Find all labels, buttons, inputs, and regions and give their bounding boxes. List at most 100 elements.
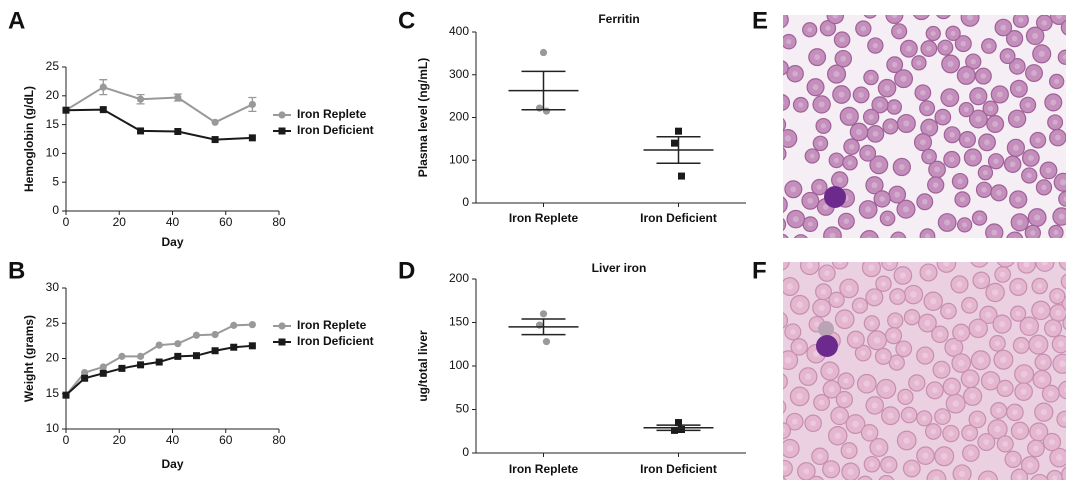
cell — [978, 133, 996, 152]
cell-center — [967, 375, 974, 382]
data-point — [248, 342, 256, 350]
cell — [812, 135, 829, 152]
cell — [925, 381, 944, 400]
cell-center — [864, 150, 871, 156]
cell-center — [868, 9, 873, 14]
cell-center — [872, 42, 879, 49]
cell-center — [930, 298, 937, 305]
cell — [790, 338, 808, 356]
cell-center — [1020, 388, 1027, 395]
cell-center — [1053, 229, 1059, 235]
cell-center — [894, 191, 901, 198]
cell-center — [926, 124, 933, 131]
cell — [969, 87, 988, 106]
cell — [960, 369, 980, 389]
cell-center — [869, 320, 875, 326]
cell — [875, 275, 892, 292]
cell — [961, 296, 978, 314]
cell — [860, 423, 879, 442]
cell — [863, 69, 879, 86]
cell — [808, 475, 825, 480]
cell — [1034, 353, 1052, 371]
cell-center — [1015, 85, 1022, 92]
cell — [784, 323, 802, 341]
cell-center — [784, 356, 792, 364]
cell — [877, 78, 897, 98]
cell — [783, 262, 790, 271]
cell — [783, 60, 789, 76]
cell-center — [1038, 50, 1045, 57]
cell-center — [783, 465, 788, 472]
y-tick-label: 10 — [46, 146, 60, 160]
cell-center — [863, 380, 871, 387]
cell — [874, 347, 892, 365]
cell-center — [937, 331, 943, 338]
cell-center — [930, 428, 937, 435]
cell — [797, 462, 816, 480]
cell-center — [958, 470, 966, 477]
data-point — [174, 93, 182, 102]
cells-f — [776, 262, 1072, 480]
cell-center — [978, 277, 985, 284]
cell-center — [803, 468, 810, 475]
cell-center — [818, 304, 825, 312]
cell-center — [1052, 475, 1058, 480]
cell — [826, 64, 847, 84]
cell-center — [1026, 172, 1032, 179]
cell-center — [814, 321, 820, 327]
cell-center — [776, 151, 781, 156]
cell-center — [948, 430, 954, 437]
cell — [989, 334, 1006, 352]
cell — [903, 309, 921, 326]
cell — [968, 109, 988, 129]
cell-center — [900, 75, 907, 82]
cell-center — [776, 317, 782, 323]
cell — [783, 33, 797, 50]
cell — [886, 56, 904, 74]
y-tick-label: 25 — [46, 59, 60, 73]
x-tick-label: 0 — [63, 433, 70, 447]
cell-center — [964, 136, 971, 143]
cell-center — [1068, 321, 1072, 326]
cell-center — [1041, 262, 1049, 266]
cell — [812, 95, 831, 114]
x-axis-label: Day — [161, 457, 183, 471]
cell — [865, 396, 884, 415]
cell-center — [796, 344, 803, 350]
sem-bar — [521, 318, 566, 336]
cell-center — [896, 236, 901, 238]
cell-center — [1015, 310, 1021, 317]
cell-center — [786, 39, 792, 45]
cell-center — [1068, 472, 1072, 479]
cell — [834, 309, 855, 330]
data-point — [230, 321, 238, 329]
cell — [851, 297, 869, 314]
cell — [835, 390, 854, 409]
cell-center — [982, 170, 988, 176]
cell — [783, 438, 800, 459]
cell-center — [991, 229, 998, 236]
cell — [962, 444, 980, 462]
cell — [1006, 138, 1025, 157]
cell-center — [836, 412, 843, 419]
cell — [885, 15, 904, 25]
cell — [934, 408, 951, 426]
cell — [987, 419, 1008, 440]
cell-center — [970, 58, 976, 65]
cell-center — [1015, 283, 1022, 290]
cell — [970, 350, 991, 371]
cell-center — [1065, 262, 1066, 264]
cell — [934, 108, 952, 126]
cell — [1028, 334, 1049, 355]
legend-marker — [278, 338, 286, 346]
cell-center — [995, 407, 1002, 414]
cell — [1039, 161, 1058, 180]
cell-center — [1062, 54, 1066, 60]
panel-letter: A — [8, 7, 25, 34]
data-point — [535, 104, 544, 112]
cell-center — [887, 412, 894, 419]
cell — [925, 25, 941, 42]
cell — [970, 262, 989, 268]
